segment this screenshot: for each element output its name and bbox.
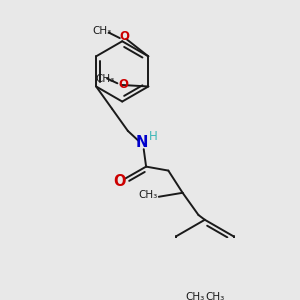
- Text: O: O: [119, 30, 130, 43]
- Text: CH₃: CH₃: [138, 190, 157, 200]
- Text: O: O: [113, 174, 125, 189]
- Text: N: N: [136, 135, 148, 150]
- Text: CH₃: CH₃: [185, 292, 205, 300]
- Text: O: O: [119, 78, 129, 91]
- Text: CH₃: CH₃: [93, 26, 112, 36]
- Text: CH₃: CH₃: [95, 74, 114, 84]
- Text: CH₃: CH₃: [205, 292, 224, 300]
- Text: H: H: [149, 130, 158, 143]
